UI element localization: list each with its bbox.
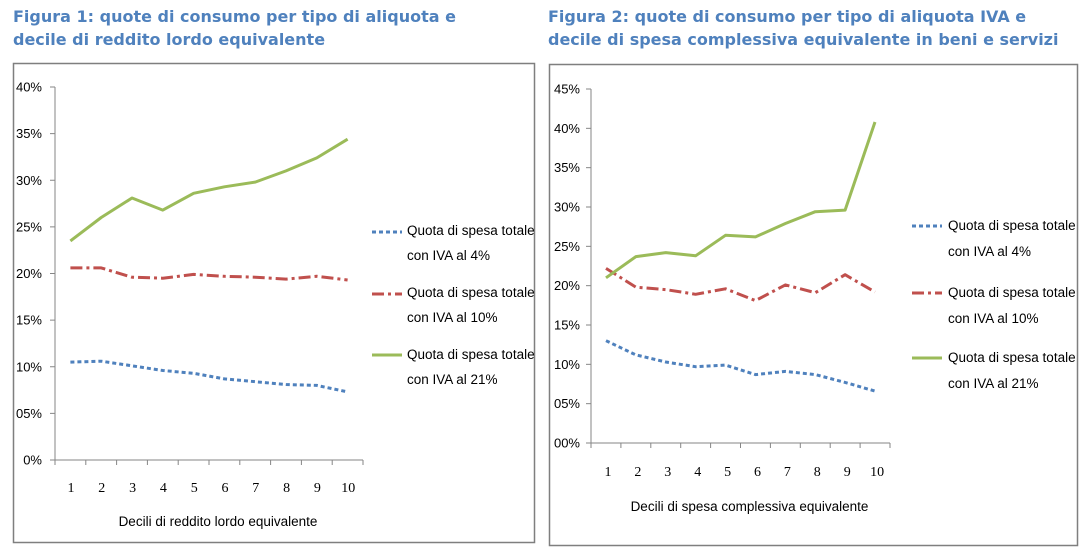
- legend-label-3: Quota di spesa totale con IVA al 21%: [407, 347, 535, 387]
- chart-2: 00% 05% 10% 15% 20% 25% 30% 35% 40% 45% 1 2 3 4 5 6 7 8 9 1…: [548, 63, 1079, 547]
- x-tick-label: 6: [754, 465, 761, 480]
- legend-label-3: Quota di spesa totale con IVA al 21%: [948, 350, 1076, 391]
- x-tick-label: 1: [68, 481, 75, 496]
- legend-label-1: Quota di spesa totale con IVA al 4%: [948, 218, 1076, 259]
- y-tick-label: 00%: [554, 436, 580, 451]
- x-tick-label: 8: [814, 465, 821, 480]
- y-tick-label: 35%: [16, 126, 42, 141]
- x-tick-label: 3: [664, 465, 671, 480]
- y-tick-label: 05%: [554, 396, 580, 411]
- y-tick-label: 40%: [16, 80, 42, 95]
- x-tick-label: 9: [314, 481, 321, 496]
- series-line-2: [70, 266, 348, 282]
- series-line-3: [69, 137, 349, 243]
- series-line-3: [605, 121, 877, 280]
- legend: Quota di spesa totale con IVA al 4% Quota …: [912, 218, 1076, 391]
- x-tick-label: 10: [341, 481, 355, 496]
- series-line-1: [605, 339, 876, 393]
- legend-label-2: Quota di spesa totale con IVA al 10%: [948, 285, 1076, 326]
- x-axis-title: Decili di reddito lordo equivalente: [119, 514, 318, 529]
- y-tick-label: 10%: [16, 359, 42, 374]
- y-tick-label: 15%: [16, 313, 42, 328]
- legend-label-1: Quota di spesa totale con IVA al 4%: [407, 223, 535, 263]
- series-line-1: [70, 359, 348, 394]
- chart-frame: [548, 63, 1079, 547]
- x-tick-label: 4: [694, 465, 701, 480]
- y-tick-label: 30%: [554, 200, 580, 215]
- chart-frame: [12, 62, 536, 544]
- x-tick-label: 7: [784, 465, 791, 480]
- y-tick-label: 15%: [554, 318, 580, 333]
- legend: Quota di spesa totale con IVA al 4% Quota …: [372, 223, 535, 387]
- x-tick-label: 3: [129, 481, 136, 496]
- y-tick-label: 20%: [16, 266, 42, 281]
- y-tick-label: 45%: [554, 82, 580, 97]
- y-tick-label: 35%: [554, 160, 580, 175]
- x-axis-title: Decili di spesa complessiva equivalente: [631, 499, 869, 514]
- y-tick-label: 0%: [23, 453, 42, 468]
- x-tick-label: 10: [870, 465, 884, 480]
- x-tick-label: 7: [252, 481, 259, 496]
- x-tick-label: 5: [724, 465, 731, 480]
- legend-label-2: Quota di spesa totale con IVA al 10%: [407, 285, 535, 325]
- y-tick-label: 40%: [554, 121, 580, 136]
- x-tick-label: 1: [605, 465, 612, 480]
- x-tick-label: 9: [844, 465, 851, 480]
- x-tick-label: 2: [634, 465, 641, 480]
- y-tick-label: 25%: [554, 239, 580, 254]
- y-tick-label: 10%: [554, 357, 580, 372]
- x-tick-label: 4: [160, 481, 167, 496]
- x-tick-label: 8: [283, 481, 290, 496]
- y-tick-label: 20%: [554, 278, 580, 293]
- chart-1: 0% 05% 10% 15% 20% 25% 30% 35% 40% 1 2 3 4 5 6 7 8 9 10 Dec…: [12, 62, 536, 544]
- figure-1-title: Figura 1: quote di consumo per tipo di a…: [13, 7, 456, 49]
- x-tick-label: 6: [222, 481, 229, 496]
- series-line-2: [605, 267, 876, 303]
- y-tick-label: 05%: [16, 406, 42, 421]
- y-tick-label: 30%: [16, 173, 42, 188]
- figure-2-title: Figura 2: quote di consumo per tipo di a…: [548, 7, 1059, 49]
- x-tick-label: 2: [98, 481, 105, 496]
- y-tick-label: 25%: [16, 219, 42, 234]
- x-tick-label: 5: [191, 481, 198, 496]
